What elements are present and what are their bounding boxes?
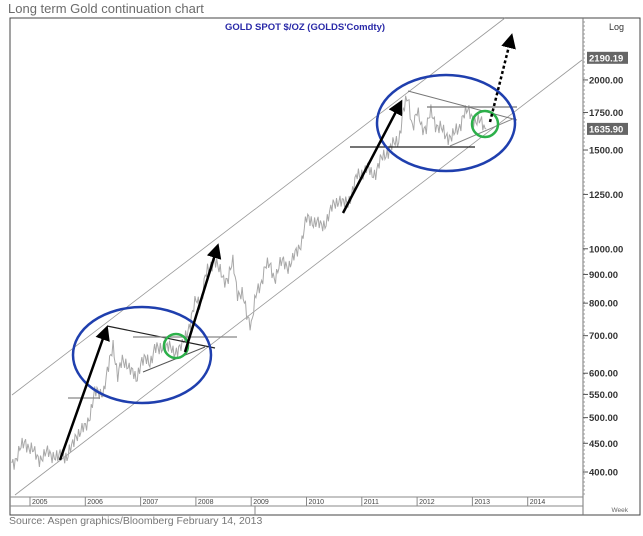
y-tick-label: 600.00 xyxy=(589,369,618,380)
price-marker-box xyxy=(587,51,628,64)
x-tick-label: 2005 xyxy=(32,499,48,506)
y-tick-label: 1500.00 xyxy=(589,146,623,157)
breakout-circle-2 xyxy=(470,109,500,139)
x-tick-label: 2006 xyxy=(87,499,103,506)
x-tick-label: 2013 xyxy=(474,499,490,506)
price-marker-box xyxy=(587,122,628,135)
consolidation-ellipse-2 xyxy=(375,73,517,173)
y-tick-label: 2000.00 xyxy=(589,75,623,86)
price-marker-label: 2190.19 xyxy=(589,53,623,64)
trend-arrow-2 xyxy=(183,243,222,353)
trend-arrow-1 xyxy=(58,325,110,461)
chart-title: GOLD SPOT $/OZ (GOLDS'Comdty) xyxy=(225,22,385,33)
y-tick-label: 400.00 xyxy=(589,468,618,479)
price-series-line xyxy=(11,95,487,470)
y-tick-label: 900.00 xyxy=(589,270,618,281)
y-tick-label: 550.00 xyxy=(589,390,618,401)
x-tick-label: 2007 xyxy=(143,499,159,506)
period-label: Week xyxy=(612,507,629,514)
consolidation-ellipse-1 xyxy=(71,305,213,405)
y-tick-label: 800.00 xyxy=(589,299,618,310)
triangle-top-line-2 xyxy=(407,90,518,121)
x-axis: 2005 2006 2007 2008 2009 2010 2011 2012 2013 2014 xyxy=(29,497,546,506)
y-tick-label: 1000.00 xyxy=(589,244,623,255)
x-tick-label: 2010 xyxy=(309,499,325,506)
x-tick-label: 2011 xyxy=(364,499,379,506)
y-tick-label: 450.00 xyxy=(589,439,618,450)
price-marker-label: 1635.90 xyxy=(589,124,623,135)
trend-arrow-3 xyxy=(341,99,403,214)
triangle-bottom-line-1 xyxy=(142,346,206,373)
y-tick-label: 1750.00 xyxy=(589,108,623,119)
y-tick-label: 1250.00 xyxy=(589,190,623,201)
x-tick-label: 2012 xyxy=(419,499,435,506)
y-tick-label: 700.00 xyxy=(589,331,618,342)
x-tick-label: 2014 xyxy=(530,499,546,506)
page-title: Long term Gold continuation chart xyxy=(8,1,204,16)
y-tick-label: 500.00 xyxy=(589,413,618,424)
x-tick-label: 2009 xyxy=(253,499,269,506)
scale-label: Log xyxy=(609,22,624,32)
y-axis: 400.00 450.00 500.00 550.00 600.00 700.00 800.… xyxy=(583,21,628,495)
chart-frame xyxy=(9,17,641,516)
projected-trend-arrow xyxy=(488,33,516,123)
channel-upper-line xyxy=(11,17,506,396)
channel-lower-line xyxy=(14,59,583,496)
x-tick-label: 2008 xyxy=(198,499,214,506)
triangle-bottom-line-2 xyxy=(449,117,516,147)
source-note: Source: Aspen graphics/Bloomberg Februar… xyxy=(9,515,263,527)
